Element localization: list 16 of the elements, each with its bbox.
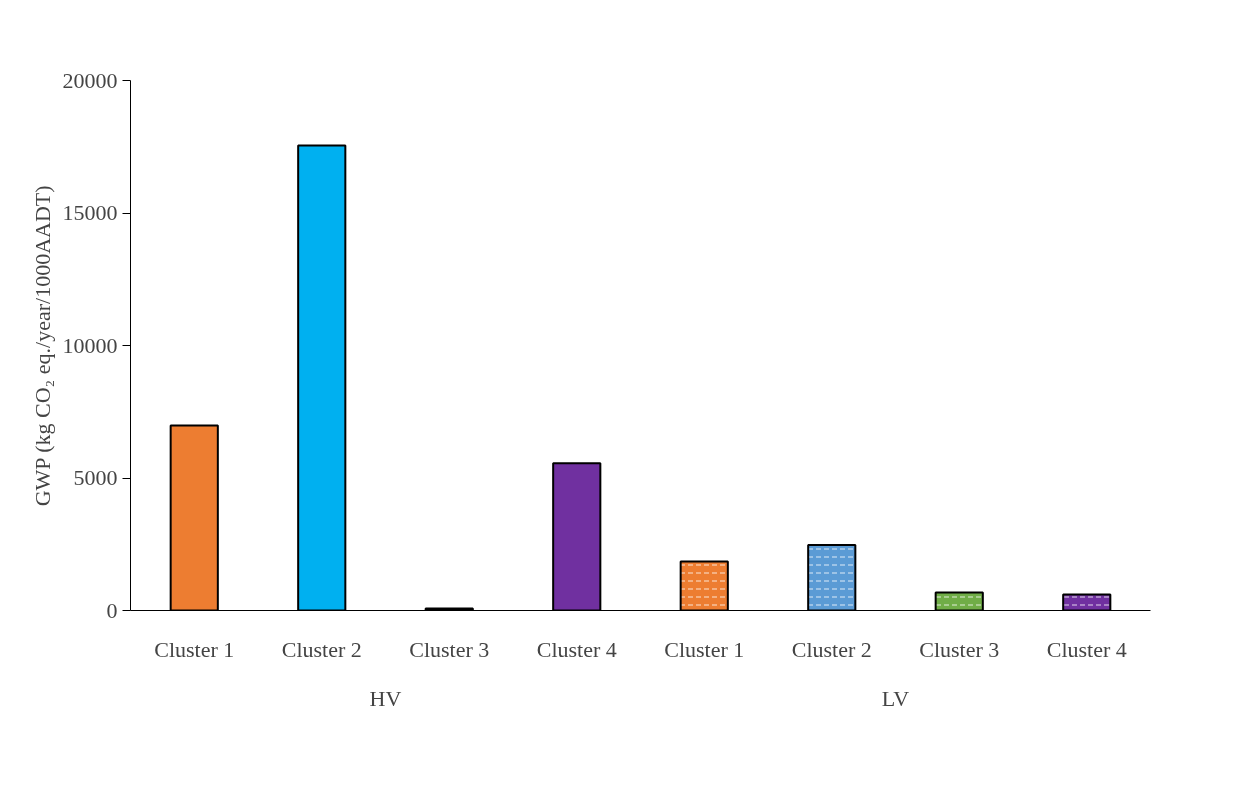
y-tick-label: 15000 <box>62 200 118 225</box>
y-tick-label: 10000 <box>62 332 118 358</box>
y-tick-label: 5000 <box>73 465 118 490</box>
text: LV <box>881 685 910 711</box>
y-axis-title: GWP (kg CO₂ eq./year/1000AADT) <box>29 185 55 507</box>
x-tick-label: Cluster 3 <box>409 636 490 662</box>
x-tick-label: Cluster 4 <box>536 636 617 662</box>
x-tick-label: Cluster 4 <box>1046 636 1127 662</box>
x-tick-label: Cluster 1 <box>154 636 235 662</box>
y-tick-label: 20000 <box>62 67 118 93</box>
text: HV <box>369 685 402 711</box>
x-tick-label: Cluster 3 <box>919 636 1000 662</box>
y-tick-label: 0 <box>106 597 118 623</box>
x-tick-label: Cluster 1 <box>664 636 745 662</box>
x-tick-label: Cluster 2 <box>791 636 872 662</box>
x-tick-label: Cluster 2 <box>281 636 362 662</box>
